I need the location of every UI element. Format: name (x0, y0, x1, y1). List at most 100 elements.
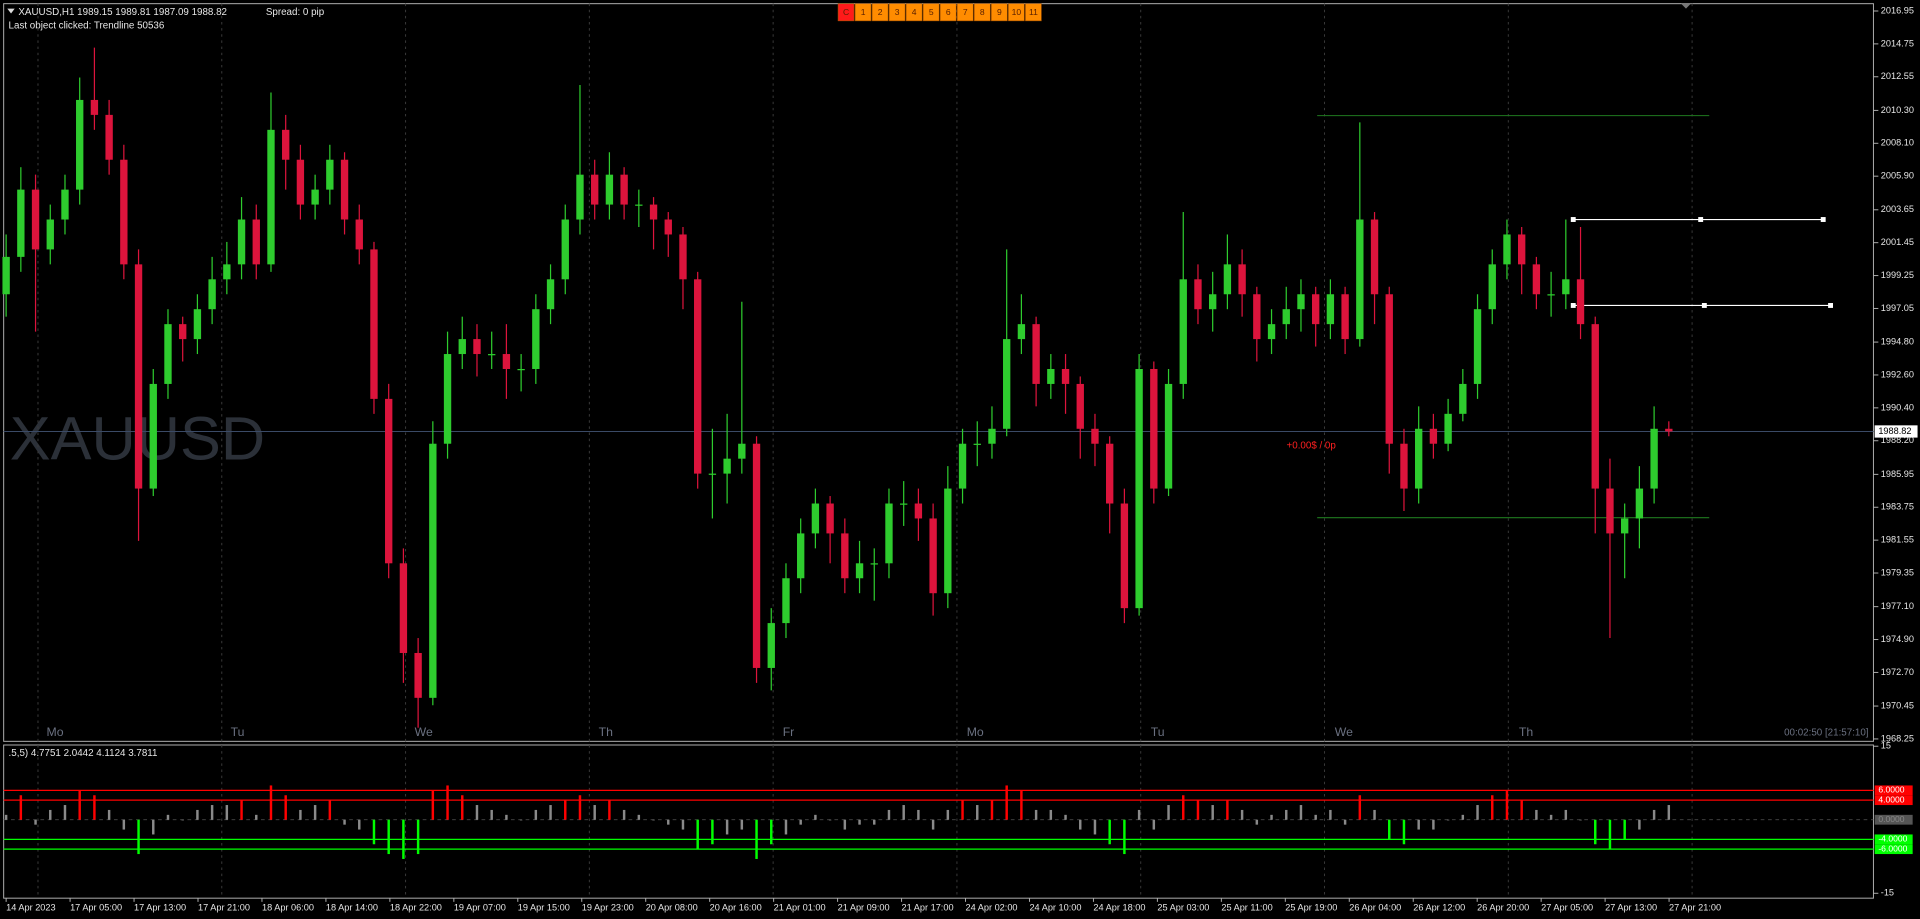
candle-body (929, 518, 937, 594)
histogram-bar (372, 819, 376, 845)
candle-body (31, 189, 40, 250)
candle-body (193, 309, 202, 340)
candle-body (1209, 294, 1217, 310)
toolbar-button-label: C (843, 7, 849, 17)
histogram-bar (1020, 790, 1023, 820)
toolbar-button[interactable] (837, 3, 855, 22)
candle-body (149, 383, 157, 489)
object-handle[interactable] (1820, 217, 1826, 222)
toolbar-button[interactable] (974, 3, 991, 22)
candle-body (738, 443, 746, 459)
candle-body (1297, 294, 1305, 310)
candle-body (90, 99, 99, 115)
histogram-bar (416, 819, 420, 855)
time-label: 19 Apr 07:00 (454, 902, 506, 912)
day-label: We (415, 725, 433, 739)
toolbar-button-label: 5 (929, 7, 934, 17)
histogram-bar (1564, 809, 1568, 820)
candle-body (1312, 294, 1320, 325)
day-label: Tu (1151, 725, 1165, 739)
time-label: 17 Apr 21:00 (198, 902, 250, 912)
histogram-bar (931, 819, 935, 830)
time-label: 27 Apr 13:00 (1605, 902, 1657, 912)
toolbar-button[interactable] (871, 3, 889, 22)
y-tick-label: 1992.60 (1881, 369, 1914, 379)
candle-body (1032, 324, 1040, 384)
candle-body (517, 368, 525, 371)
histogram-bar (549, 805, 552, 820)
y-tick-label: 1997.05 (1881, 303, 1914, 313)
histogram-bar (1535, 809, 1538, 820)
time-label: 25 Apr 03:00 (1157, 902, 1209, 912)
histogram-bar (946, 809, 950, 820)
y-tick-label: 1977.10 (1881, 601, 1914, 611)
toolbar-button[interactable] (991, 3, 1008, 22)
object-handle[interactable] (1701, 303, 1707, 308)
histogram-bar (1255, 819, 1259, 825)
candle-body (296, 159, 305, 205)
candle-body (1473, 309, 1482, 384)
time-label: 26 Apr 20:00 (1477, 902, 1529, 912)
candle-body (1591, 324, 1599, 489)
day-label: Th (599, 725, 613, 739)
level-label: -6.0000 (1878, 843, 1907, 853)
object-handle[interactable] (1828, 303, 1834, 308)
toolbar-button[interactable] (888, 3, 906, 22)
candle-body (1150, 368, 1158, 489)
toolbar-button[interactable] (956, 3, 974, 22)
histogram-bar (917, 809, 920, 820)
histogram-bar (343, 819, 346, 825)
menu-arrow[interactable] (7, 8, 15, 14)
histogram-bar (711, 819, 714, 845)
candle-body (1635, 488, 1644, 519)
candle-body (1076, 383, 1084, 429)
time-label: 21 Apr 17:00 (902, 902, 954, 912)
day-label: Th (1519, 725, 1533, 739)
shift-marker[interactable] (1681, 3, 1691, 9)
histogram-bar (505, 814, 508, 820)
toolbar-button[interactable] (922, 3, 940, 22)
toolbar-button[interactable] (854, 3, 872, 22)
toolbar-button[interactable] (1008, 3, 1025, 22)
time-label: 25 Apr 11:00 (1221, 902, 1272, 912)
histogram-bar (652, 819, 655, 821)
histogram-bar (107, 809, 111, 820)
timer: 00:02:50 [21:57:10] (1784, 727, 1869, 738)
object-handle[interactable] (1570, 303, 1576, 308)
y-tick-label: 2010.30 (1881, 105, 1914, 115)
y-tick-label: -15 (1881, 888, 1894, 898)
candle-body (1429, 428, 1438, 444)
histogram-bar (4, 814, 8, 820)
histogram-bar (1285, 809, 1288, 820)
histogram-bar (1608, 819, 1612, 850)
histogram-bar (1123, 819, 1126, 855)
toolbar-button[interactable] (1025, 3, 1042, 22)
histogram-bar (1343, 819, 1347, 825)
y-tick-label: 2008.10 (1881, 138, 1914, 148)
toolbar-button[interactable] (905, 3, 923, 22)
y-tick-label: 2016.95 (1881, 5, 1914, 15)
price-box-label: 1988.82 (1878, 426, 1911, 436)
histogram-bar (725, 819, 729, 835)
level-label: 6.0000 (1878, 785, 1904, 795)
time-label: 14 Apr 2023 (6, 902, 55, 912)
toolbar-button[interactable] (939, 3, 957, 22)
histogram-bar (1388, 819, 1391, 840)
time-label: 26 Apr 04:00 (1349, 902, 1401, 912)
histogram-bar (564, 800, 567, 820)
candle-body (326, 159, 334, 190)
candle-body (605, 174, 614, 205)
histogram-bar (1108, 819, 1111, 845)
object-handle[interactable] (1698, 217, 1704, 222)
time-label: 21 Apr 01:00 (774, 902, 826, 912)
level-label: 4.0000 (1878, 794, 1904, 804)
histogram-bar (578, 795, 582, 820)
object-handle[interactable] (1570, 217, 1576, 222)
histogram-bar (1079, 819, 1082, 830)
histogram-bar (1167, 805, 1170, 820)
candle-body (1562, 279, 1570, 295)
histogram-bar (387, 819, 390, 855)
histogram-bar (210, 805, 214, 820)
candle-body (1238, 264, 1246, 295)
histogram-bar (1005, 785, 1008, 820)
